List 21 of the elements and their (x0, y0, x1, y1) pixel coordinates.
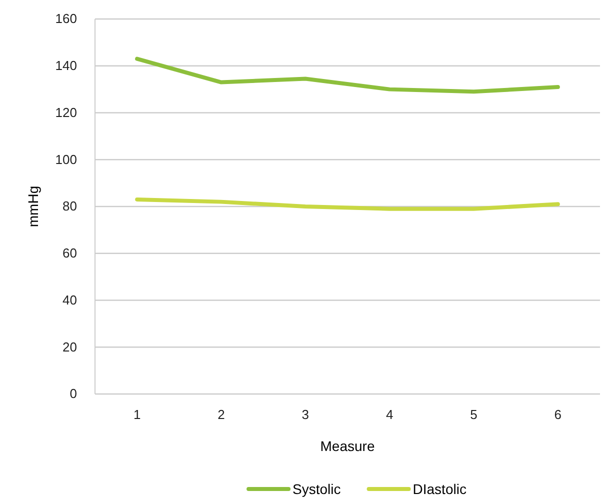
y-tick-label: 140 (55, 58, 77, 74)
y-tick-label: 120 (55, 104, 77, 120)
x-axis-title: Measure (320, 438, 375, 454)
x-tick-label: 1 (133, 407, 141, 422)
y-tick-label: 40 (62, 292, 77, 308)
x-tick-label: 3 (302, 407, 310, 422)
y-tick-label: 60 (62, 246, 77, 261)
line-series (135, 56, 560, 94)
y-axis-title: mmHg (25, 186, 41, 228)
legend-label: DIastolic (412, 481, 466, 497)
y-tick-label: 80 (62, 198, 77, 214)
y-tick-label: 160 (55, 11, 77, 26)
y-tick-label: 0 (70, 386, 77, 402)
x-tick-label: 4 (386, 407, 394, 422)
x-tick-label: 2 (218, 407, 225, 422)
x-tick-label: 6 (554, 407, 562, 422)
line-series (135, 197, 560, 211)
legend-label: Systolic (292, 481, 341, 497)
y-tick-label: 20 (62, 339, 77, 354)
x-tick-label: 5 (470, 407, 478, 422)
y-tick-label: 100 (55, 152, 77, 167)
